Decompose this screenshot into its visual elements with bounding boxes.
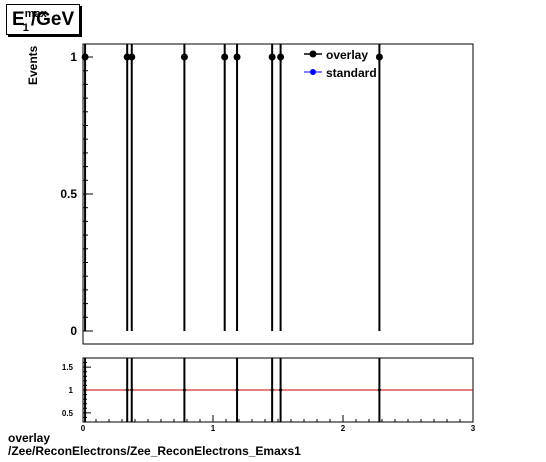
legend-standard-label: standard [326,66,377,80]
ratio-data-marks [83,358,473,422]
x-tick-label: 1 [211,424,216,433]
ratio-axes: 0 1 2 3 0.5 1 1.5 [62,362,476,433]
main-data-marks [81,44,383,331]
ratio-y-tick-label: 0.5 [62,409,74,418]
data-point [221,53,229,61]
data-point [268,53,276,61]
y-tick-label: 0 [70,324,77,338]
main-plot-panel: 00.51 Events [26,43,474,345]
data-point [375,53,383,61]
legend-overlay-label: overlay [326,48,368,62]
x-tick-label: 3 [471,424,476,433]
data-point [180,53,188,61]
title-superscript: max [24,7,47,20]
y-tick-label: 0.5 [60,187,77,201]
ratio-point [130,388,134,392]
ratio-point [377,388,381,392]
footer-line-1: overlay [8,431,51,445]
ratio-point [125,388,129,392]
main-plot-frame [82,43,474,345]
footer-line-2: /Zee/ReconElectrons/Zee_ReconElectrons_E… [8,444,301,458]
ratio-point [279,388,283,392]
ratio-point [182,388,186,392]
ratio-y-tick-label: 1 [69,386,74,395]
ratio-plot-panel: 0 1 2 3 0.5 1 1.5 [62,357,476,433]
y-tick-label: 1 [70,50,77,64]
y-axis-label: Events [26,45,40,85]
ratio-y-tick-label: 1.5 [62,363,74,372]
data-point [128,53,136,61]
x-tick-label: 0 [81,424,86,433]
main-y-axis: 00.51 [60,50,93,338]
data-point [277,53,285,61]
footer-caption: overlay /Zee/ReconElectrons/Zee_ReconEle… [8,432,301,458]
ratio-point [83,388,87,392]
data-point [233,53,241,61]
x-tick-label: 2 [341,424,346,433]
legend: overlay standard [304,48,377,80]
ratio-point [235,388,239,392]
ratio-point [270,388,274,392]
title-base: E [12,9,25,30]
data-point [81,53,89,61]
legend-standard-marker [310,69,316,75]
legend-overlay-marker [309,50,317,58]
histogram-title: Emax1/GeV [6,4,81,35]
title-subscript: 1 [22,21,29,34]
title-unit: /GeV [30,9,75,30]
